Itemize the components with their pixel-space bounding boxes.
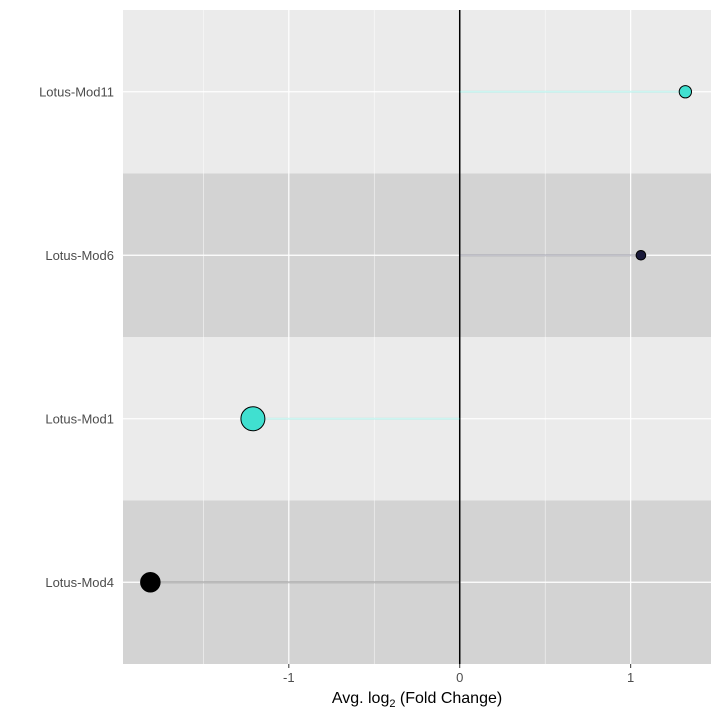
y-axis-label: Lotus-Mod1 bbox=[45, 411, 114, 426]
x-axis-tick-label: 0 bbox=[456, 670, 463, 685]
lollipop-point bbox=[635, 249, 647, 261]
y-axis-label: Lotus-Mod6 bbox=[45, 248, 114, 263]
lollipop-point bbox=[678, 85, 693, 99]
y-axis-label: Lotus-Mod4 bbox=[45, 575, 114, 590]
lollipop-point bbox=[140, 572, 161, 593]
x-axis-title-main: Avg. log bbox=[332, 690, 390, 707]
x-axis-title-subscript: 2 bbox=[389, 698, 395, 710]
y-axis-label: Lotus-Mod11 bbox=[39, 84, 114, 99]
lollipop-stems bbox=[150, 90, 686, 584]
category-bands bbox=[123, 10, 711, 664]
x-axis-ticks: -1 0 1 bbox=[283, 664, 634, 685]
lollipop-point bbox=[240, 406, 266, 432]
lollipop-points bbox=[140, 85, 693, 593]
x-axis-tick-label: 1 bbox=[627, 670, 634, 685]
x-axis-title: Avg. log2 (Fold Change) bbox=[332, 690, 502, 710]
x-axis-title-suffix: (Fold Change) bbox=[395, 690, 502, 707]
x-axis-tick-label: -1 bbox=[283, 670, 295, 685]
y-axis-labels: Lotus-Mod11 Lotus-Mod6 Lotus-Mod1 Lotus-Mod… bbox=[39, 84, 114, 590]
